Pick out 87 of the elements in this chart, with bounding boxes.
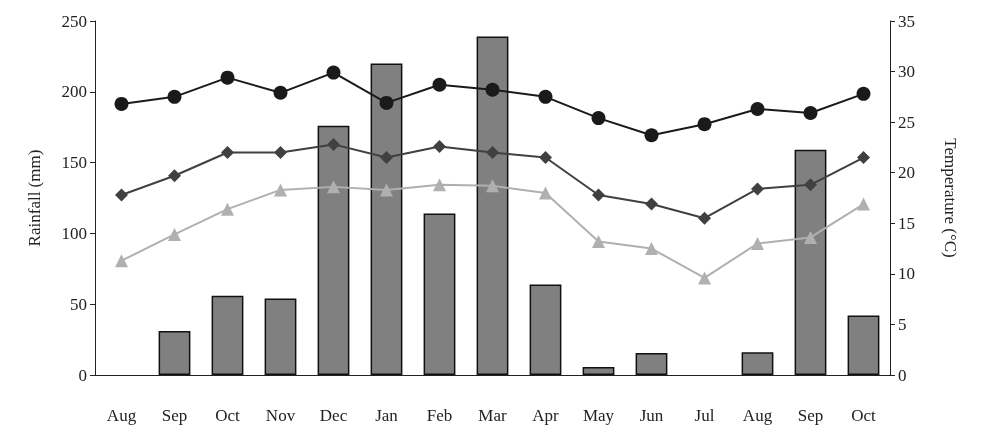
- point: [698, 271, 711, 285]
- bar: [211, 295, 244, 375]
- point: [486, 145, 499, 159]
- x-tick-label: Oct: [215, 406, 241, 425]
- x-tick-label: Sep: [161, 406, 188, 425]
- y2-tick-label: 0: [898, 365, 907, 385]
- point: [380, 151, 393, 165]
- point: [168, 227, 181, 241]
- y-axis-title: Rainfall (mm): [25, 149, 44, 247]
- point: [751, 182, 764, 196]
- point: [804, 178, 817, 192]
- point: [115, 254, 128, 268]
- point: [857, 197, 870, 211]
- point: [751, 237, 764, 251]
- point: [220, 70, 235, 85]
- x-tick-label: Jan: [375, 406, 399, 425]
- point: [857, 151, 870, 165]
- x-tick-label: Nov: [265, 406, 296, 425]
- point: [750, 102, 765, 116]
- y-tick-label: 250: [61, 11, 87, 31]
- x-tick-label: Mar: [478, 406, 507, 425]
- y2-tick-label: 35: [898, 11, 915, 31]
- point: [221, 145, 234, 159]
- point: [380, 183, 393, 197]
- bar: [741, 352, 774, 375]
- y2-axis-title: Temperature (°C): [941, 138, 960, 258]
- point: [327, 137, 340, 151]
- bar: [317, 125, 350, 375]
- point: [698, 211, 711, 225]
- x-tick-label: Oct: [851, 406, 877, 425]
- point: [697, 117, 712, 132]
- point: [803, 106, 818, 121]
- x-tick-label: Aug: [106, 406, 137, 425]
- point: [592, 188, 605, 202]
- x-tick-label: Feb: [426, 406, 453, 425]
- y-tick-label: 200: [61, 82, 87, 102]
- bar: [582, 367, 615, 375]
- point: [168, 169, 181, 183]
- point: [856, 86, 871, 101]
- y-tick-label: 50: [70, 294, 87, 314]
- bar: [635, 353, 668, 375]
- bar: [423, 213, 456, 375]
- y2-tick-label: 10: [898, 264, 915, 284]
- point: [433, 139, 446, 153]
- x-tick-label: Dec: [319, 406, 348, 425]
- point: [591, 111, 606, 126]
- point: [538, 89, 553, 104]
- y2-tick-label: 25: [898, 112, 915, 132]
- y-tick-label: 100: [61, 223, 87, 243]
- point: [486, 179, 499, 193]
- point: [273, 85, 288, 100]
- x-tick-label: Apr: [532, 406, 560, 425]
- x-tick-label: Jun: [639, 406, 664, 425]
- point: [433, 178, 446, 192]
- point: [167, 89, 182, 104]
- x-tick-label: Aug: [742, 406, 773, 425]
- y-tick-label: 150: [61, 153, 87, 173]
- point: [539, 151, 552, 165]
- point: [274, 183, 287, 197]
- y2-tick-label: 5: [898, 314, 907, 334]
- bar: [847, 315, 880, 375]
- y2-tick-label: 15: [898, 213, 915, 233]
- point: [645, 242, 658, 256]
- point: [221, 202, 234, 216]
- bar: [794, 149, 827, 375]
- point: [644, 128, 659, 143]
- point: [327, 180, 340, 194]
- bar: [158, 331, 191, 375]
- point: [379, 95, 394, 110]
- point: [326, 65, 341, 80]
- x-tick-label: May: [582, 406, 615, 425]
- y-tick-label: 0: [78, 365, 87, 385]
- y2-tick-label: 20: [898, 163, 915, 183]
- x-tick-label: Sep: [797, 406, 824, 425]
- point: [432, 77, 447, 92]
- point: [114, 96, 129, 111]
- point: [539, 186, 552, 200]
- point: [804, 230, 817, 244]
- x-tick-label: Jul: [694, 406, 715, 425]
- point: [115, 188, 128, 202]
- bar: [529, 284, 562, 375]
- bar: [264, 298, 297, 375]
- point: [645, 197, 658, 211]
- point: [274, 145, 287, 159]
- y2-tick-label: 30: [898, 62, 915, 82]
- point: [592, 234, 605, 248]
- point: [485, 82, 500, 97]
